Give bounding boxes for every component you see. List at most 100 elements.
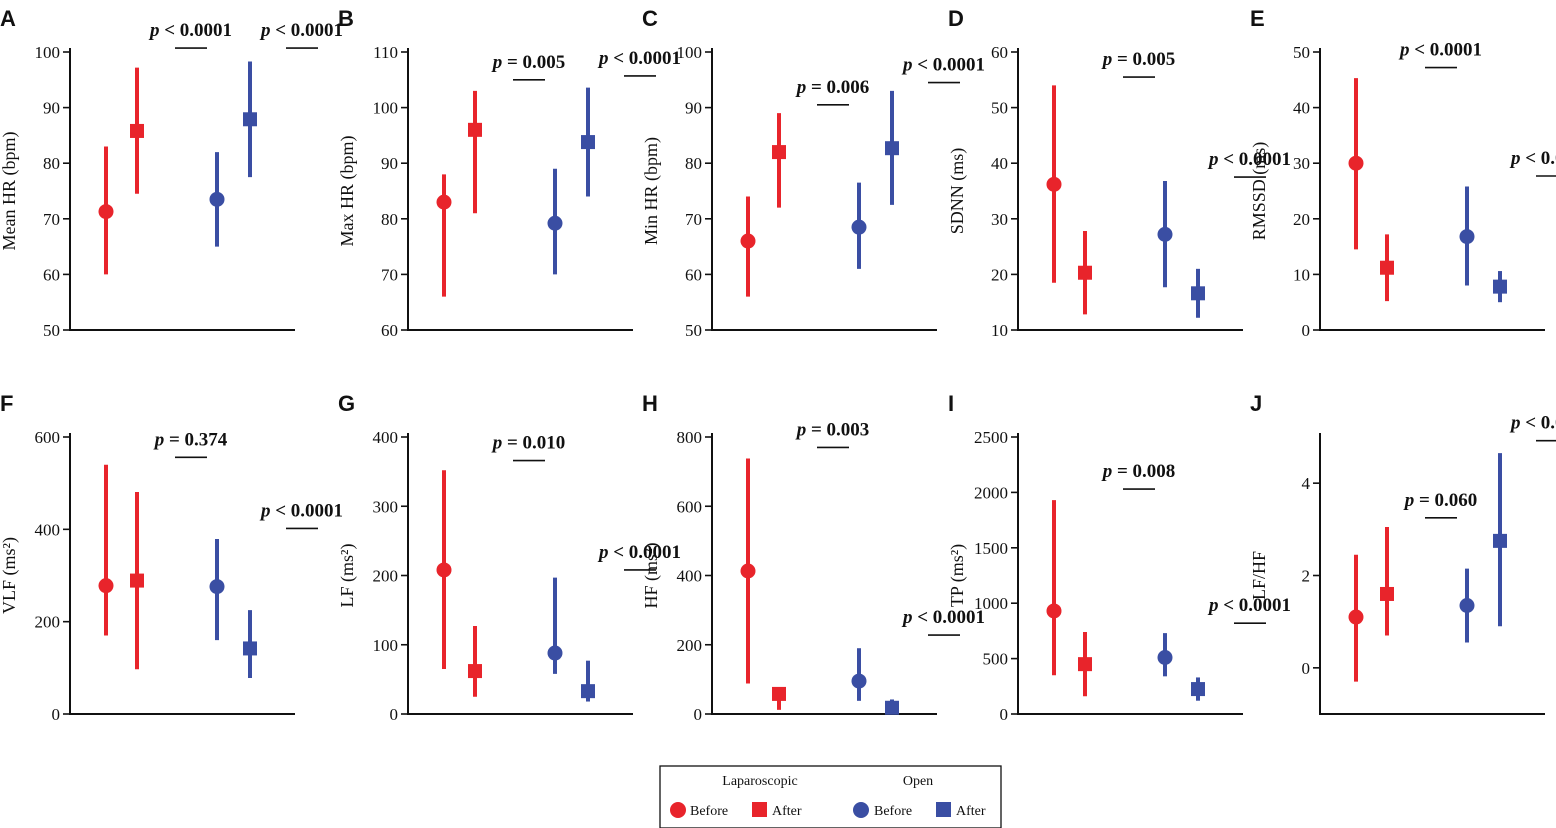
panel-letter-J: J: [1250, 391, 1262, 416]
y-tick-label: 80: [685, 154, 702, 173]
legend-marker-lap-after: [752, 802, 767, 817]
y-axis-title: HF (ms²): [641, 543, 662, 609]
marker-lap-before: [1046, 176, 1062, 192]
legend-marker-open-before: [853, 802, 869, 818]
marker-open-after: [1191, 286, 1205, 301]
pvalue-label: p < 0.0001: [259, 20, 343, 41]
pvalue-label: p < 0.0001: [901, 607, 985, 628]
y-tick-label: 10: [991, 321, 1008, 340]
marker-lap-before: [436, 562, 452, 578]
marker-lap-after: [468, 664, 482, 679]
y-tick-label: 80: [381, 210, 398, 229]
y-tick-label: 90: [381, 154, 398, 173]
y-tick-label: 50: [43, 321, 60, 340]
marker-lap-after: [772, 145, 786, 160]
marker-open-before: [209, 579, 225, 595]
y-tick-label: 70: [381, 265, 398, 284]
y-tick-label: 300: [373, 497, 399, 516]
pvalue-label: p < 0.0001: [1509, 413, 1556, 434]
y-axis-title: RMSSD (ms): [1249, 142, 1270, 241]
y-tick-label: 1500: [974, 539, 1008, 558]
panel-I: I 0 500 1000 1500 2000 2500 TP (ms²) p = 0.008 p …: [947, 391, 1291, 724]
pvalue-label: p = 0.005: [491, 52, 566, 73]
marker-open-before: [851, 219, 867, 235]
panel-letter-F: F: [0, 391, 13, 416]
y-tick-label: 2000: [974, 483, 1008, 502]
y-axis-title: VLF (ms²): [0, 537, 20, 614]
marker-open-before: [851, 673, 867, 689]
y-axis-title: LF/HF: [1249, 551, 1269, 600]
marker-open-before: [1157, 226, 1173, 242]
pvalue-label: p < 0.0001: [1509, 148, 1556, 169]
marker-lap-after: [1078, 657, 1092, 672]
y-tick-label: 0: [52, 705, 61, 724]
pvalue-label: p = 0.008: [1101, 461, 1176, 482]
panel-A: A 50 60 70 80 90 100 Mean HR (bpm) p < 0.0001 p <…: [0, 6, 343, 340]
panel-G: G 0 100 200 300 400 LF (ms²) p = 0.010 p < 0.000…: [337, 391, 681, 724]
marker-open-before: [209, 191, 225, 207]
panel-letter-D: D: [948, 6, 964, 31]
y-tick-label: 800: [677, 428, 703, 447]
y-tick-label: 90: [43, 99, 60, 118]
marker-lap-after: [1380, 586, 1394, 601]
legend-label-lap-before: Before: [690, 804, 728, 819]
pvalue-label: p < 0.0001: [1207, 595, 1291, 616]
pvalue-label: p = 0.003: [795, 419, 870, 440]
y-tick-label: 40: [1293, 99, 1310, 118]
y-tick-label: 100: [373, 99, 399, 118]
y-tick-label: 40: [991, 154, 1008, 173]
y-tick-label: 60: [43, 265, 60, 284]
marker-open-after: [1493, 533, 1507, 548]
y-tick-label: 70: [685, 210, 702, 229]
y-tick-label: 2500: [974, 428, 1008, 447]
y-tick-label: 50: [685, 321, 702, 340]
legend-group-laparoscopic: Laparoscopic: [722, 774, 797, 789]
pvalue-label: p = 0.010: [491, 433, 566, 454]
y-tick-label: 30: [991, 210, 1008, 229]
marker-lap-before: [98, 578, 114, 594]
y-tick-label: 100: [35, 43, 61, 62]
marker-open-after: [243, 641, 257, 656]
marker-lap-before: [98, 204, 114, 220]
y-tick-label: 0: [1302, 321, 1311, 340]
y-axis-title: LF (ms²): [337, 544, 358, 608]
y-tick-label: 100: [677, 43, 703, 62]
y-tick-label: 80: [43, 154, 60, 173]
marker-lap-after: [1380, 260, 1394, 275]
y-tick-label: 30: [1293, 154, 1310, 173]
legend-label-lap-after: After: [772, 804, 802, 819]
y-tick-label: 0: [694, 705, 703, 724]
pvalue-label: p = 0.374: [153, 429, 228, 450]
marker-open-before: [1459, 598, 1475, 614]
marker-lap-after: [468, 122, 482, 137]
marker-lap-before: [740, 563, 756, 579]
legend-marker-lap-before: [670, 802, 686, 818]
y-tick-label: 50: [991, 99, 1008, 118]
pvalue-label: p < 0.0001: [597, 542, 681, 563]
pvalue-label: p = 0.005: [1101, 49, 1176, 70]
pvalue-label: p < 0.0001: [1207, 149, 1291, 170]
marker-lap-before: [436, 194, 452, 210]
legend: Laparoscopic Open Before After Before Af…: [659, 765, 1002, 828]
panel-J: J 0 2 4 LF/HF p = 0.060 p < 0.0001: [1249, 391, 1556, 715]
y-tick-label: 100: [373, 636, 399, 655]
y-tick-label: 10: [1293, 265, 1310, 284]
marker-open-after: [581, 135, 595, 150]
marker-lap-before: [1348, 609, 1364, 625]
y-axis-title: SDNN (ms): [947, 148, 968, 235]
panel-H: H 0 200 400 600 800 HF (ms²) p = 0.003 p < 0.000…: [641, 391, 985, 724]
panel-letter-G: G: [338, 391, 355, 416]
y-tick-label: 60: [381, 321, 398, 340]
panel-F: F 0 200 400 600 VLF (ms²) p = 0.374 p < 0.0001: [0, 391, 343, 724]
y-axis-title: Mean HR (bpm): [0, 132, 20, 251]
legend-label-open-before: Before: [874, 804, 912, 819]
marker-lap-after: [130, 573, 144, 588]
marker-open-before: [1157, 649, 1173, 665]
marker-lap-before: [1046, 603, 1062, 619]
pvalue-label: p < 0.0001: [901, 55, 985, 76]
panel-E: E 0 10 20 30 40 50 RMSSD (ms) p < 0.0001 p < 0.00…: [1249, 6, 1556, 340]
y-tick-label: 0: [390, 705, 399, 724]
y-axis-title: TP (ms²): [947, 544, 968, 607]
